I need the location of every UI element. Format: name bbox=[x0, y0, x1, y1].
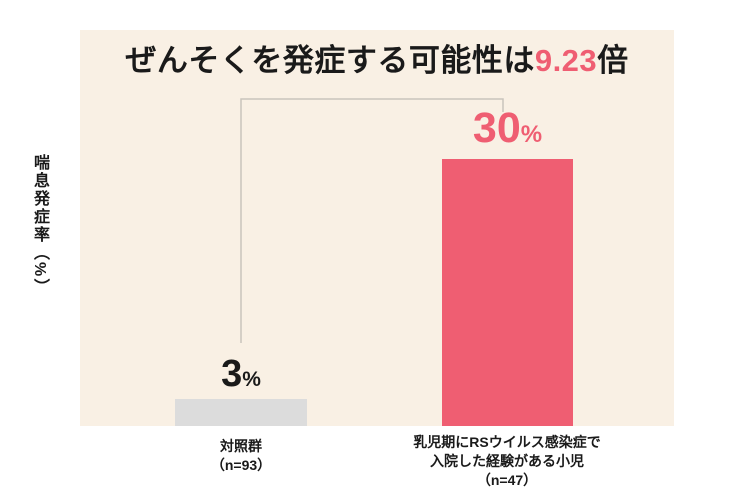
value-unit-control: % bbox=[242, 368, 261, 391]
value-number-rsv: 30 bbox=[472, 104, 521, 152]
category-label-rsv: 乳児期にRSウイルス感染症で 入院した経験がある小児 （n=47） bbox=[374, 433, 640, 490]
value-unit-rsv: % bbox=[520, 121, 543, 148]
comparison-bracket bbox=[240, 98, 504, 343]
chart-panel: ぜんそくを発症する可能性は9.23倍 3% 30% bbox=[80, 30, 674, 426]
value-label-rsv: 30% bbox=[432, 107, 583, 150]
chart-title-highlight: 9.23 bbox=[534, 43, 598, 78]
category-label-rsv-line3: （n=47） bbox=[476, 471, 538, 488]
category-label-control-line2: （n=93） bbox=[210, 456, 272, 473]
value-number-control: 3 bbox=[221, 353, 243, 395]
category-label-rsv-line1: 乳児期にRSウイルス感染症で bbox=[413, 434, 601, 450]
value-label-control: 3% bbox=[175, 355, 307, 393]
category-label-control: 対照群 （n=93） bbox=[141, 437, 341, 475]
category-label-rsv-line2: 入院した経験がある小児 bbox=[430, 452, 584, 469]
chart-title-suffix: 倍 bbox=[597, 43, 629, 78]
category-label-control-line1: 対照群 bbox=[220, 438, 262, 454]
y-axis-label: 喘息発症率（%） bbox=[31, 154, 48, 297]
chart-title: ぜんそくを発症する可能性は9.23倍 bbox=[80, 35, 674, 80]
bar-control-group bbox=[175, 399, 307, 426]
chart-title-prefix: ぜんそくを発症する可能性は bbox=[125, 43, 535, 78]
bar-rsv-group bbox=[442, 159, 573, 426]
